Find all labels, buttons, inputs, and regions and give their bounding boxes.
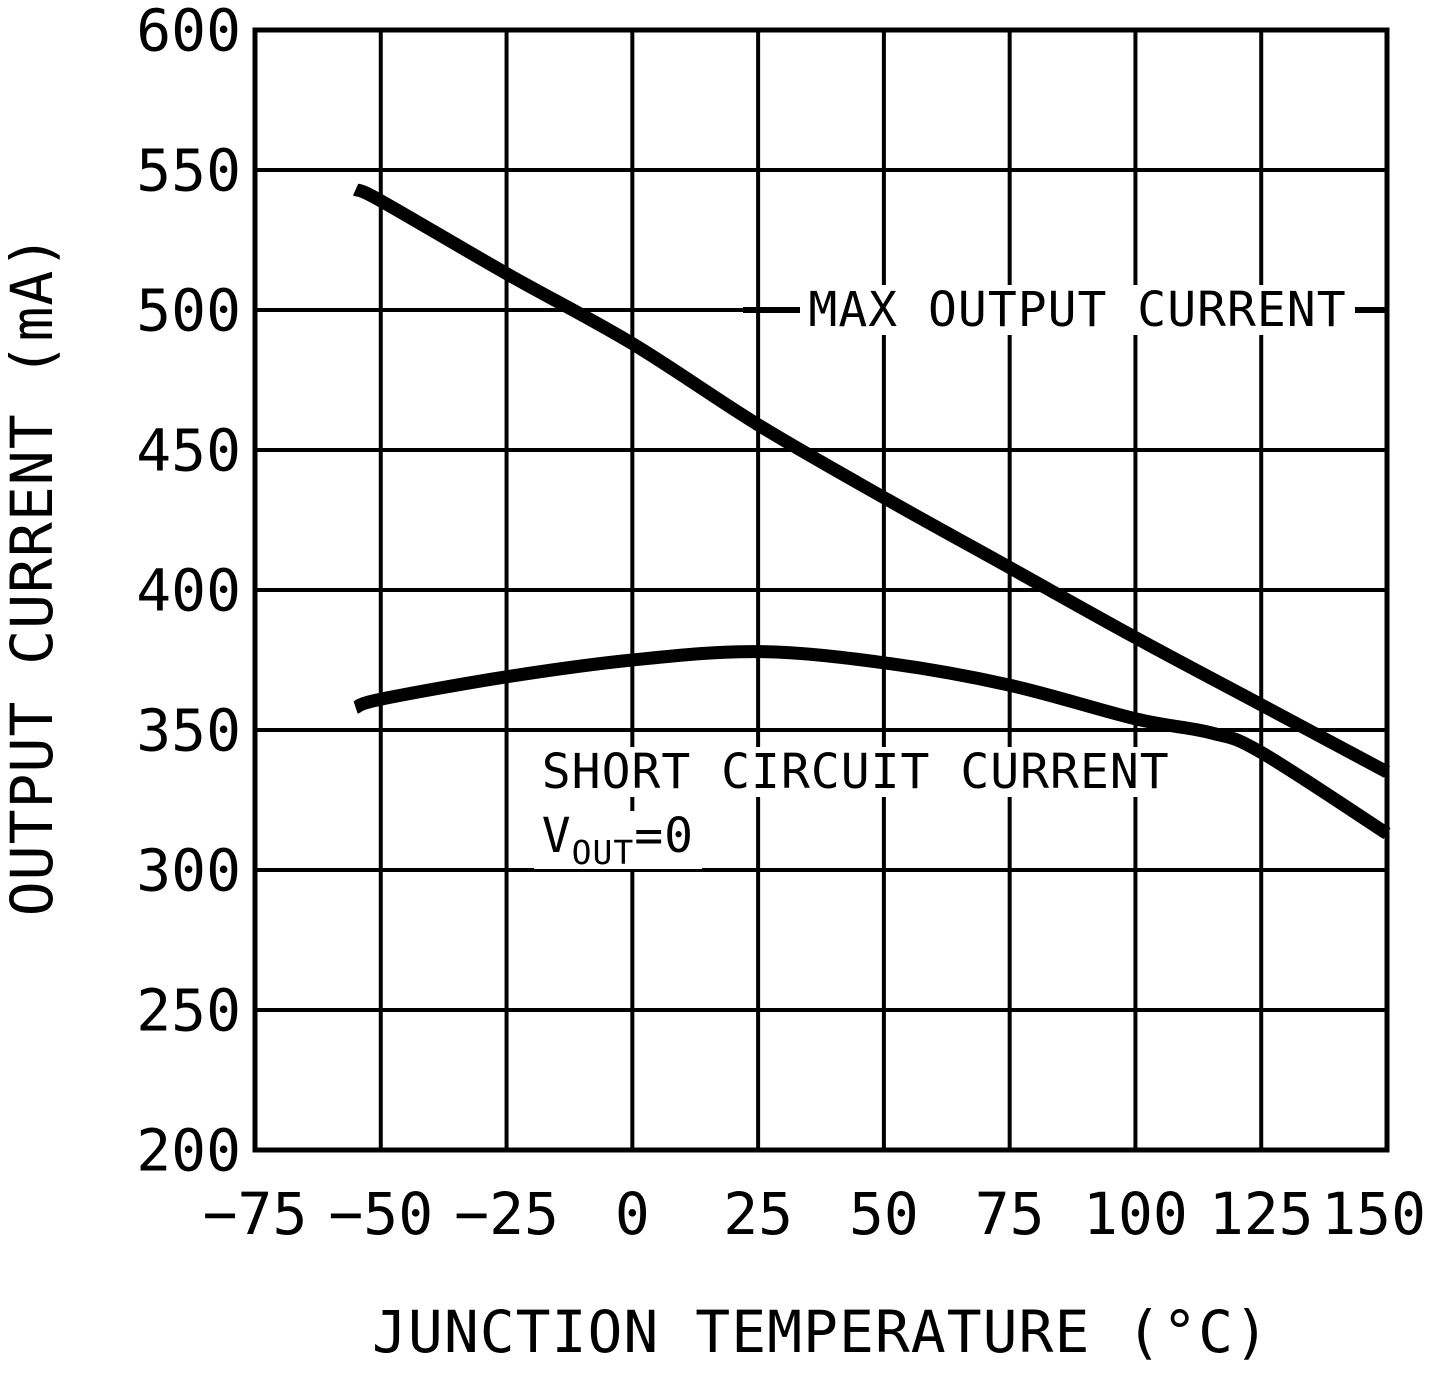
x-tick-label: −75 [203,1180,308,1248]
y-tick-label: 400 [136,556,241,624]
x-axis-title: JUNCTION TEMPERATURE (°C) [372,1298,1270,1366]
annotation-max-output-current-text: MAX OUTPUT CURRENT [808,282,1347,338]
x-tick-label: 0 [615,1180,650,1248]
y-tick-label: 450 [136,416,241,484]
y-tick-label: 300 [136,836,241,904]
x-tick-label: 50 [849,1180,919,1248]
x-tick-label: 75 [975,1180,1045,1248]
vout-value: =0 [634,808,695,865]
x-tick-label: 25 [723,1180,793,1248]
x-tick-label: 150 [1321,1180,1426,1248]
curve-max-output-current [352,183,1391,778]
x-tick-label: −50 [328,1180,433,1248]
annotation-short-circuit-current: SHORT CIRCUIT CURRENT [533,744,1178,800]
x-tick-label: 125 [1209,1180,1314,1248]
y-tick-label: 600 [136,0,241,64]
y-tick-label: 350 [136,696,241,764]
y-tick-label: 250 [136,976,241,1044]
y-tick-label: 200 [136,1116,241,1184]
x-tick-label: 100 [1083,1180,1188,1248]
x-tick-label: −25 [454,1180,559,1248]
plot-border [252,27,1390,1153]
y-axis-title: OUTPUT CURRENT (mA) [0,234,66,916]
curve-layer [352,183,1391,840]
vout-subscript: OUT [571,833,635,873]
vout-symbol: V [541,808,572,865]
annotation-max-output-current: MAX OUTPUT CURRENT [800,282,1355,338]
annotation-short-circuit-current-text: SHORT CIRCUIT CURRENT [541,744,1170,800]
y-tick-label: 550 [136,136,241,204]
curve-short-circuit-current-vout-0 [353,645,1391,840]
grid-layer [252,27,1390,1153]
annotation-vout-condition: VOUT=0 [533,808,703,873]
tick-labels-layer: 200 250 300 350 400 450 500 550 600 −75 −50 −25 0 25 5… [136,0,1426,1248]
y-tick-label: 500 [136,276,241,344]
